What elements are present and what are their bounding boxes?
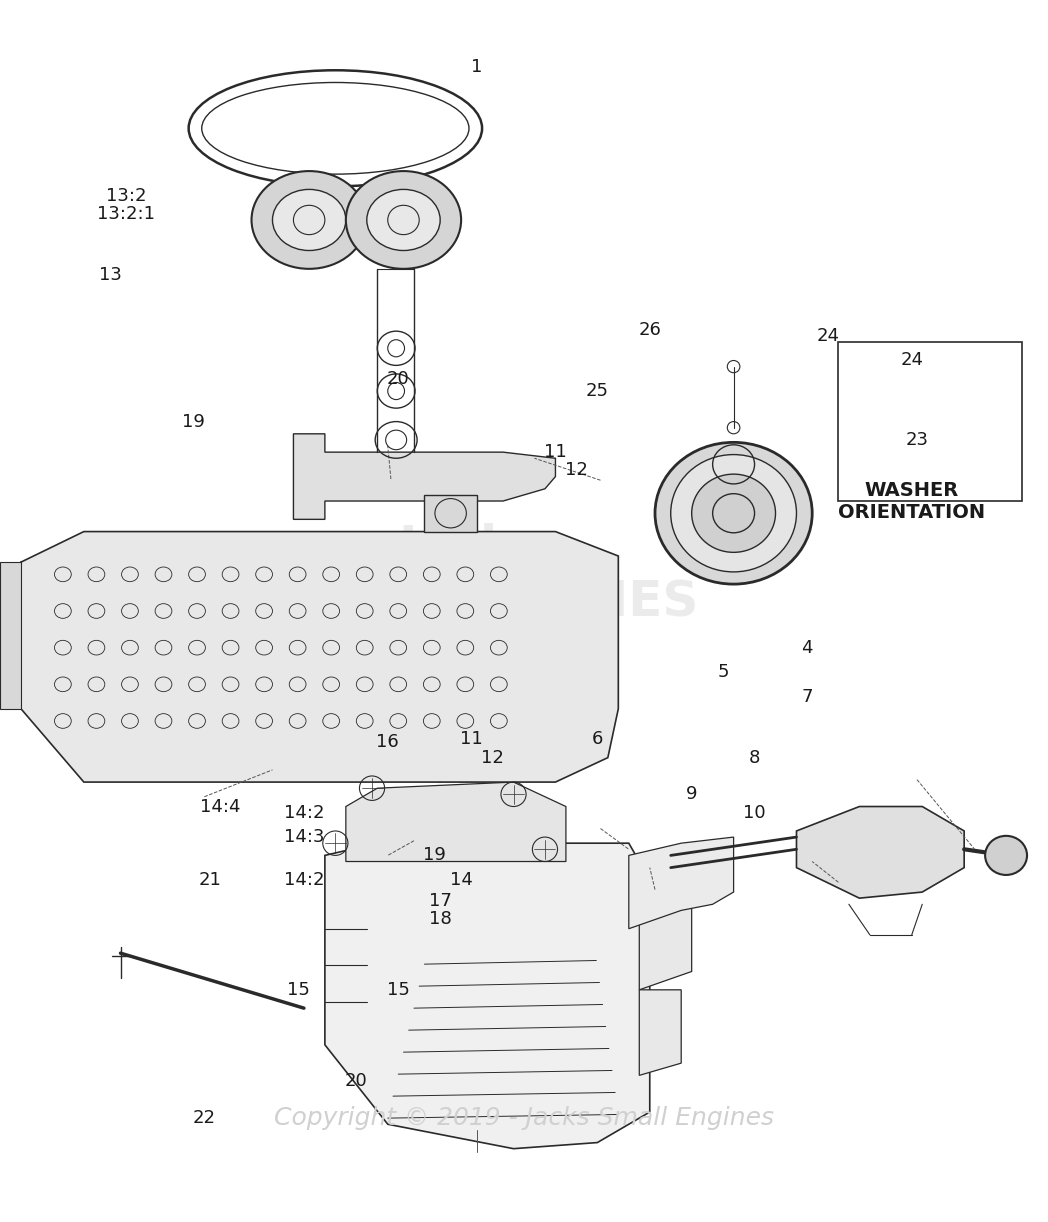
Text: 7: 7 [802,688,812,705]
Ellipse shape [671,455,796,572]
Text: Copyright © 2019 - Jacks Small Engines: Copyright © 2019 - Jacks Small Engines [274,1106,774,1130]
Polygon shape [852,400,1008,444]
Text: 4: 4 [802,639,812,656]
Text: 14:4: 14:4 [200,798,240,815]
Text: 24: 24 [900,352,923,369]
Text: 14:2: 14:2 [284,871,324,888]
Text: 11: 11 [460,731,483,748]
Text: 13:2: 13:2 [106,187,146,204]
Ellipse shape [252,171,367,269]
Text: 20: 20 [387,370,410,387]
Polygon shape [639,880,692,990]
Ellipse shape [985,836,1027,875]
Text: 25: 25 [586,382,609,400]
Text: 14: 14 [450,871,473,888]
Ellipse shape [692,474,776,552]
Text: 5: 5 [718,664,728,681]
Ellipse shape [655,442,812,584]
Polygon shape [325,843,650,1149]
Text: 8: 8 [749,749,760,766]
Text: 24: 24 [816,327,839,345]
Text: 10: 10 [743,804,766,821]
Text: 9: 9 [686,786,697,803]
Text: 16: 16 [376,733,399,750]
Text: 12: 12 [481,749,504,766]
Text: 1: 1 [472,59,482,76]
Text: 17: 17 [429,892,452,909]
Ellipse shape [272,189,346,251]
Text: 11: 11 [544,444,567,461]
Text: 19: 19 [423,847,446,864]
Text: 20: 20 [345,1073,368,1090]
Polygon shape [21,532,618,782]
Polygon shape [0,562,21,709]
Text: 6: 6 [592,731,603,748]
Text: 13: 13 [99,266,122,284]
Polygon shape [920,367,941,477]
Text: 22: 22 [193,1110,216,1127]
Text: 23: 23 [905,431,929,448]
Text: WASHER
ORIENTATION: WASHER ORIENTATION [838,480,985,522]
Text: Jacks
SMALL ENGINES: Jacks SMALL ENGINES [245,523,698,626]
Polygon shape [639,990,681,1075]
Ellipse shape [346,171,461,269]
Polygon shape [346,782,566,862]
Text: 13:2:1: 13:2:1 [96,205,155,222]
Text: 18: 18 [429,910,452,927]
Ellipse shape [367,189,440,251]
Text: 14:3: 14:3 [284,829,324,846]
Text: 15: 15 [287,981,310,998]
Text: 14:2: 14:2 [284,804,324,821]
Text: 12: 12 [565,462,588,479]
FancyBboxPatch shape [838,342,1022,501]
Polygon shape [629,837,734,929]
Polygon shape [293,434,555,519]
Text: 26: 26 [638,321,661,338]
Text: 19: 19 [182,413,205,430]
Text: 15: 15 [387,981,410,998]
Text: 21: 21 [198,871,221,888]
Polygon shape [424,495,477,532]
Polygon shape [796,807,964,898]
